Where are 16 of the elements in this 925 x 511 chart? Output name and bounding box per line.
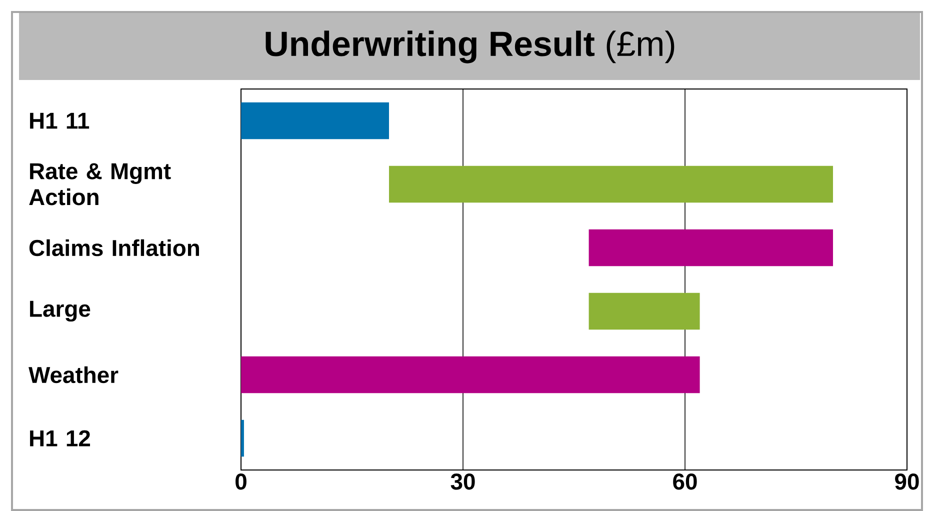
y-tick-label: H1 11 xyxy=(30,112,90,129)
bar xyxy=(241,102,390,140)
x-tick-label: 0 xyxy=(236,474,246,490)
x-tick-label: 90 xyxy=(895,474,919,490)
y-tick-label: H1 12 xyxy=(30,430,90,446)
bar xyxy=(588,292,700,330)
y-tick-label: Large xyxy=(30,300,90,322)
bar xyxy=(588,229,834,266)
y-tick-label: Claims Inflation xyxy=(29,239,199,256)
chart-title: Underwriting Result (£m) xyxy=(266,30,674,64)
y-tick-label: Rate & Mgmt Action xyxy=(29,163,171,206)
bar xyxy=(241,356,700,394)
x-tick-label: 60 xyxy=(673,474,697,490)
y-tick-label: Weather xyxy=(28,366,118,384)
bar xyxy=(389,166,834,203)
x-tick-label: 30 xyxy=(450,474,475,490)
